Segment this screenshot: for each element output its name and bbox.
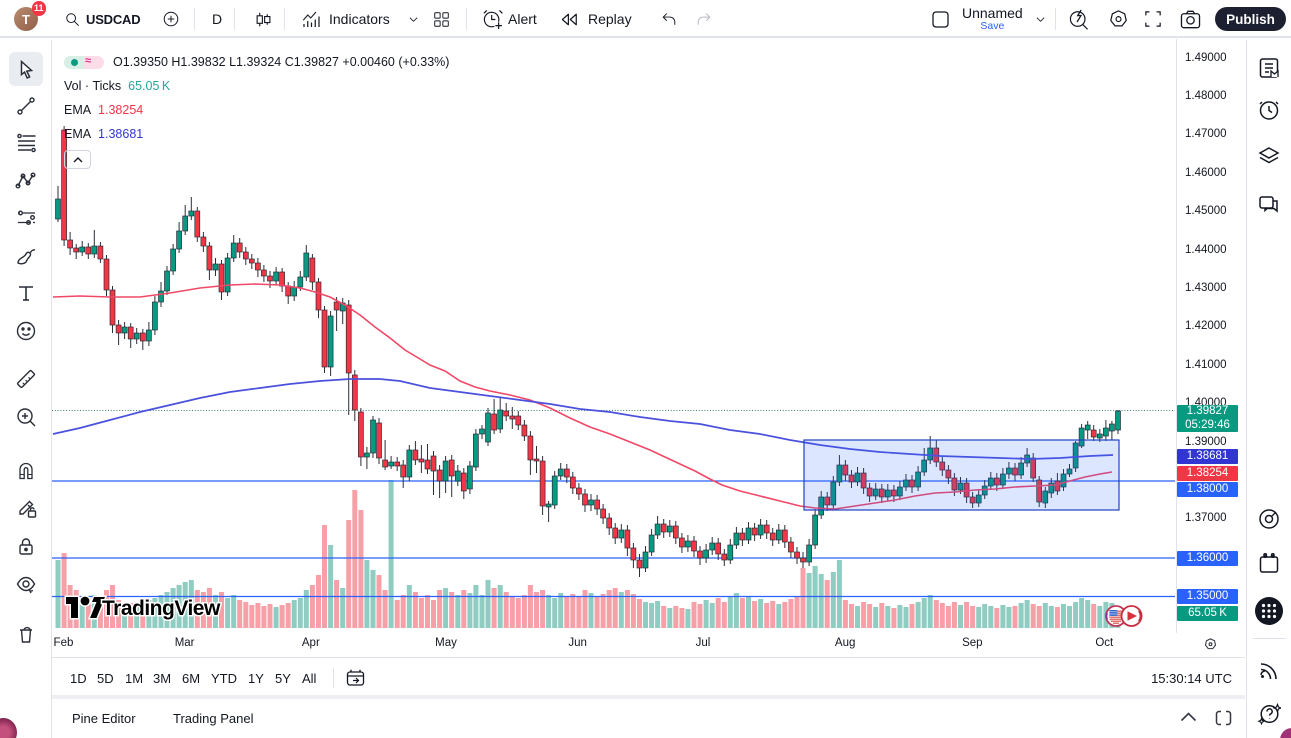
svg-text:TradingView: TradingView [102, 597, 221, 620]
